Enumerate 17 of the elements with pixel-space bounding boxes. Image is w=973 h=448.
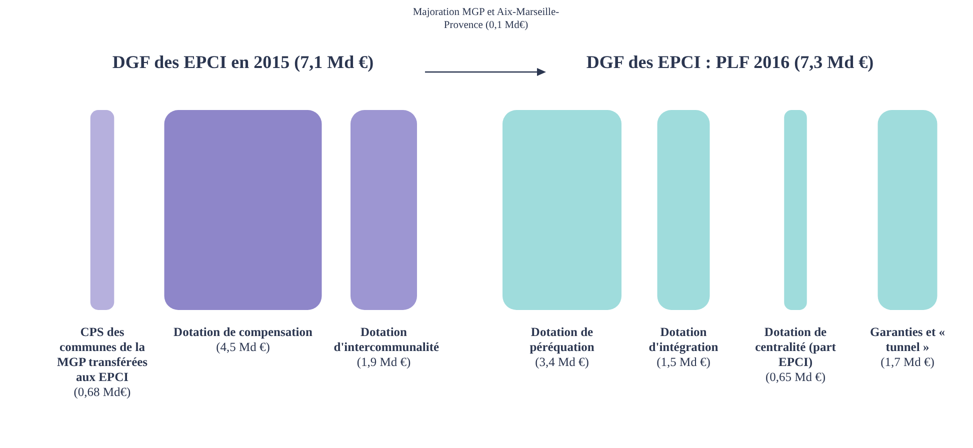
category-label: CPS des communes de la MGP transférées aux EPCI	[56, 325, 148, 384]
data-label: (1,5 Md €)	[656, 355, 712, 370]
data-label: (4,5 Md €)	[215, 340, 271, 355]
category-label: Dotation d'intercommunalité	[334, 325, 440, 354]
text: DGF des EPCI en 2015 (7,1 Md €)	[111, 52, 375, 73]
data-label: (1,9 Md €)	[356, 355, 412, 370]
category-label: Dotation de centralité (part EPCI)	[755, 325, 836, 369]
category-label: Dotation de compensation	[174, 325, 312, 339]
category-label: Dotation d'intégration	[648, 325, 718, 354]
text: DGF des EPCI : PLF 2016 (7,3 Md €)	[585, 52, 875, 73]
category-label: Garanties et « tunnel »	[870, 325, 945, 354]
data-label: (0,65 Md €)	[764, 370, 827, 385]
data-label: (1,7 Md €)	[880, 355, 936, 370]
data-label: (0,68 Md€)	[72, 385, 132, 400]
data-label: (3,4 Md €)	[534, 355, 590, 370]
category-label: Dotation de péréquation	[530, 325, 594, 354]
text: Majoration MGP et Aix-Marseille-Provence (0,1 Md€)	[412, 6, 560, 32]
